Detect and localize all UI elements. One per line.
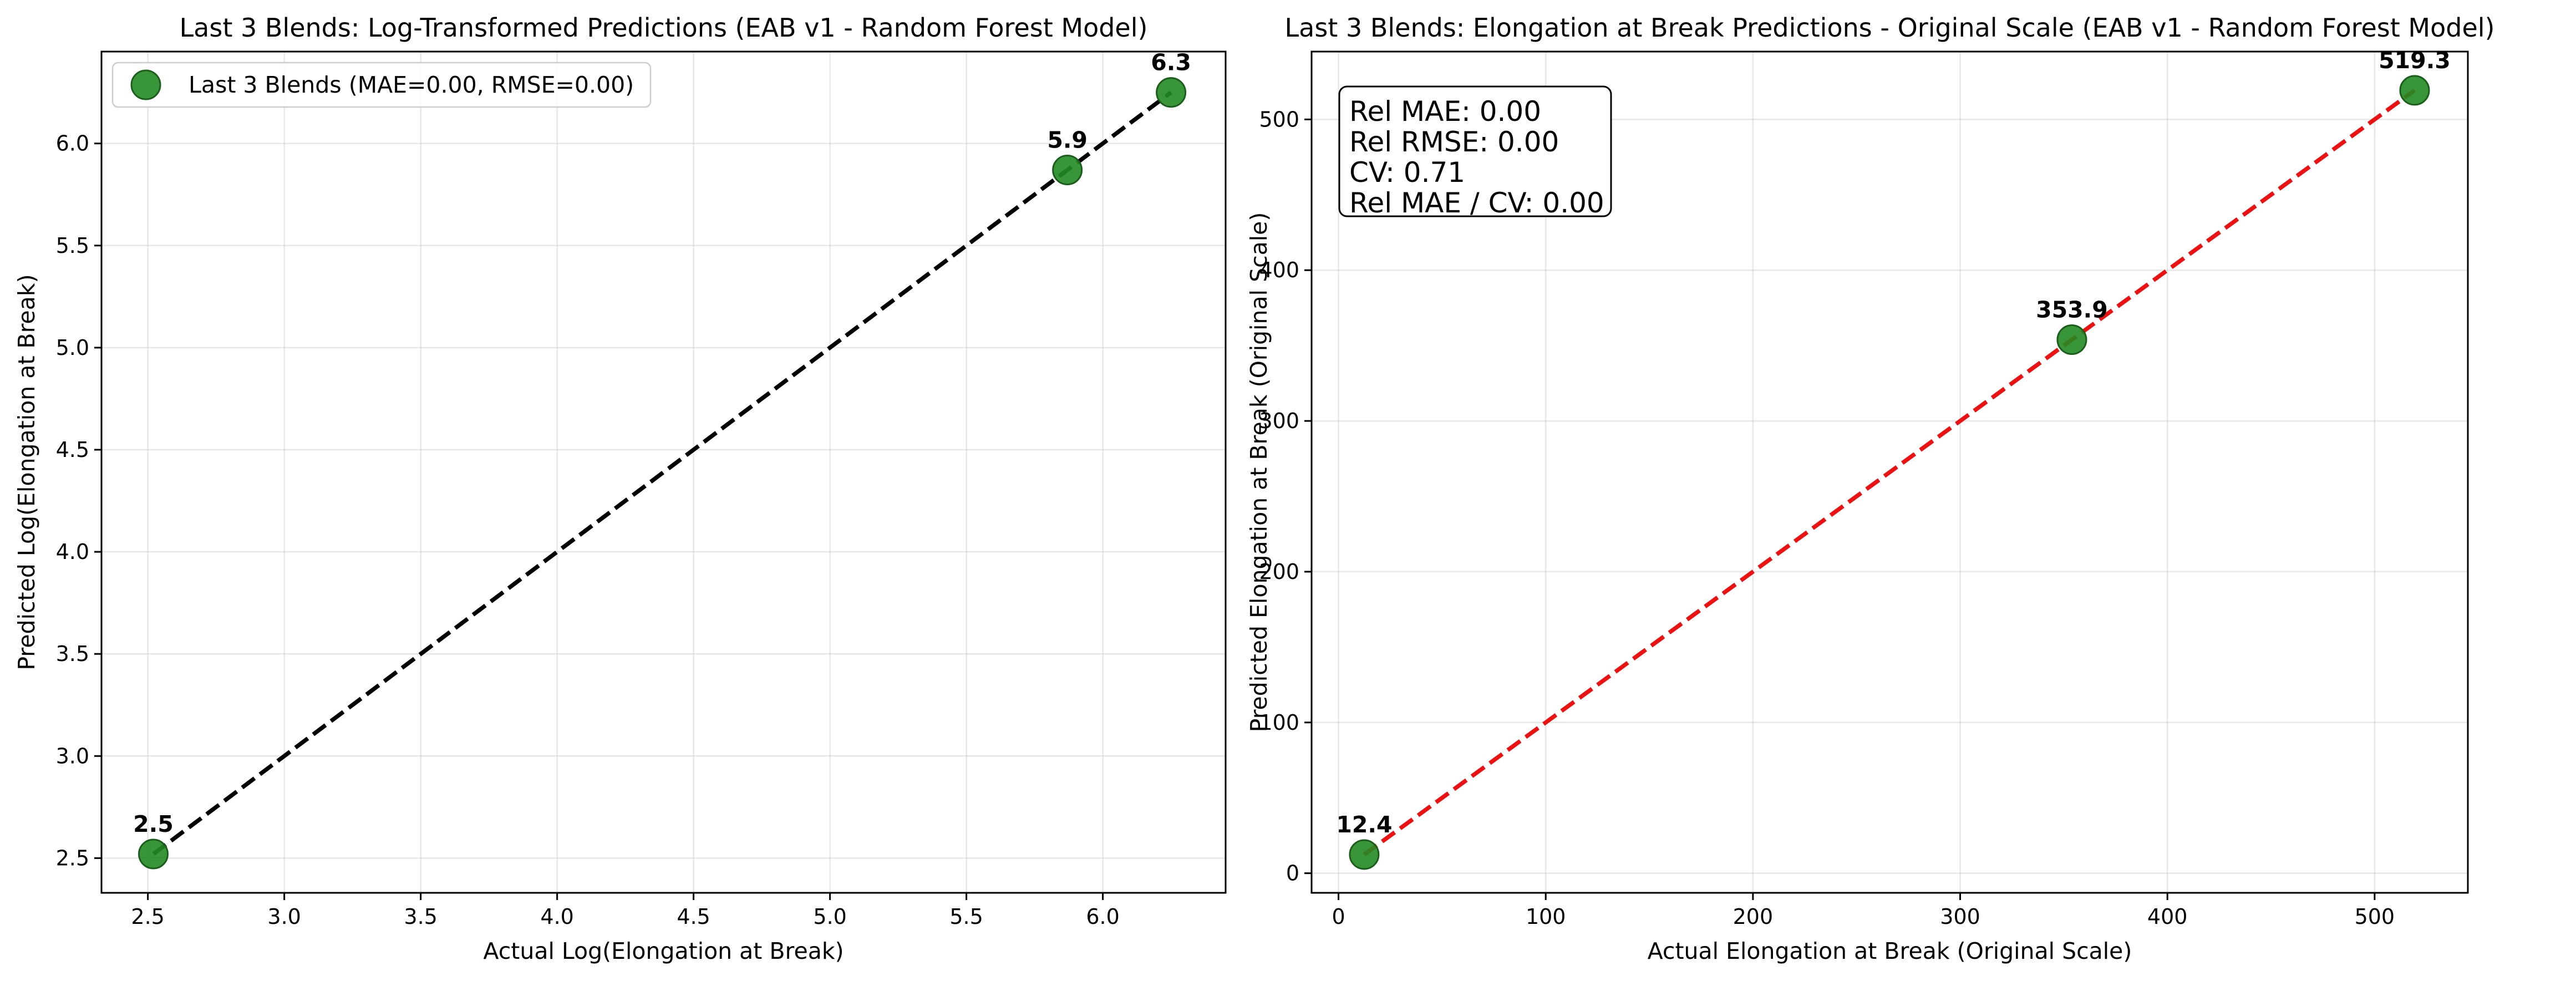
x-tick-label: 6.0	[1086, 904, 1119, 929]
y-axis-label: Predicted Elongation at Break (Original …	[1246, 212, 1272, 733]
x-tick-label: 5.5	[949, 904, 983, 929]
x-tick-label: 100	[1526, 904, 1566, 929]
plot-frame	[100, 50, 1227, 894]
stats-line: Rel MAE / CV: 0.00	[1349, 187, 1604, 219]
data-point	[138, 838, 169, 870]
y-tick-label: 4.0	[56, 540, 89, 564]
y-tick-label: 5.0	[56, 336, 89, 360]
data-label: 353.9	[2036, 297, 2108, 323]
left-chart-panel: 2.5 5.9 6.3 2.5 3.0 3.5 4.0 4.5 5.0 5.5 6.0 2.5 3.0 3…	[13, 13, 1227, 964]
chart-title: Last 3 Blends: Log-Transformed Predictio…	[180, 13, 1148, 43]
legend-marker	[130, 69, 161, 100]
y-tick-label: 300	[1259, 409, 1299, 433]
reference-line	[152, 90, 1172, 856]
stats-line: CV: 0.71	[1349, 156, 1465, 189]
y-tick-label: 400	[1259, 258, 1299, 282]
x-tick-label: 200	[1733, 904, 1774, 929]
stats-line: Rel MAE: 0.00	[1349, 95, 1541, 128]
y-tick-label: 0	[1286, 861, 1299, 886]
data-label: 2.5	[133, 811, 174, 837]
data-label: 5.9	[1047, 127, 1088, 154]
y-tick-label: 500	[1259, 107, 1299, 131]
x-tick-label: 5.0	[813, 904, 846, 929]
legend: Last 3 Blends (MAE=0.00, RMSE=0.00)	[111, 62, 652, 108]
stats-line: Rel RMSE: 0.00	[1349, 126, 1559, 158]
data-point	[1156, 77, 1187, 108]
reference-line	[1363, 88, 2416, 856]
data-label: 6.3	[1151, 49, 1191, 76]
x-tick-label: 4.0	[540, 904, 573, 929]
stats-box-frame	[1338, 85, 1612, 217]
y-tick-label: 3.0	[56, 744, 89, 768]
chart-title: Last 3 Blends: Elongation at Break Predi…	[1285, 13, 2495, 43]
y-tick-label: 6.0	[56, 131, 89, 156]
legend-entry: Last 3 Blends (MAE=0.00, RMSE=0.00)	[189, 72, 634, 98]
data-point	[1052, 155, 1083, 186]
x-tick-label: 0	[1332, 904, 1345, 929]
plot-frame	[1310, 50, 2469, 894]
y-tick-label: 2.5	[56, 846, 89, 870]
x-tick-label: 500	[2355, 904, 2395, 929]
y-tick-label: 100	[1259, 710, 1299, 735]
y-axis-label: Predicted Log(Elongation at Break)	[13, 274, 40, 670]
x-tick-label: 3.0	[267, 904, 301, 929]
data-label: 12.4	[1336, 811, 1392, 838]
y-tick-label: 5.5	[56, 233, 89, 258]
x-tick-label: 400	[2147, 904, 2188, 929]
x-tick-label: 2.5	[131, 904, 164, 929]
x-tick-label: 300	[1940, 904, 1980, 929]
data-point	[2056, 324, 2087, 355]
x-axis-label: Actual Log(Elongation at Break)	[483, 938, 844, 964]
x-tick-label: 3.5	[404, 904, 437, 929]
y-tick-label: 200	[1259, 560, 1299, 584]
y-tick-label: 3.5	[56, 642, 89, 666]
x-tick-label: 4.5	[677, 904, 710, 929]
y-tick-label: 4.5	[56, 438, 89, 462]
legend-box	[111, 62, 652, 108]
x-axis-label: Actual Elongation at Break (Original Sca…	[1648, 938, 2132, 964]
data-point	[1349, 839, 1380, 870]
data-point	[2399, 75, 2430, 106]
